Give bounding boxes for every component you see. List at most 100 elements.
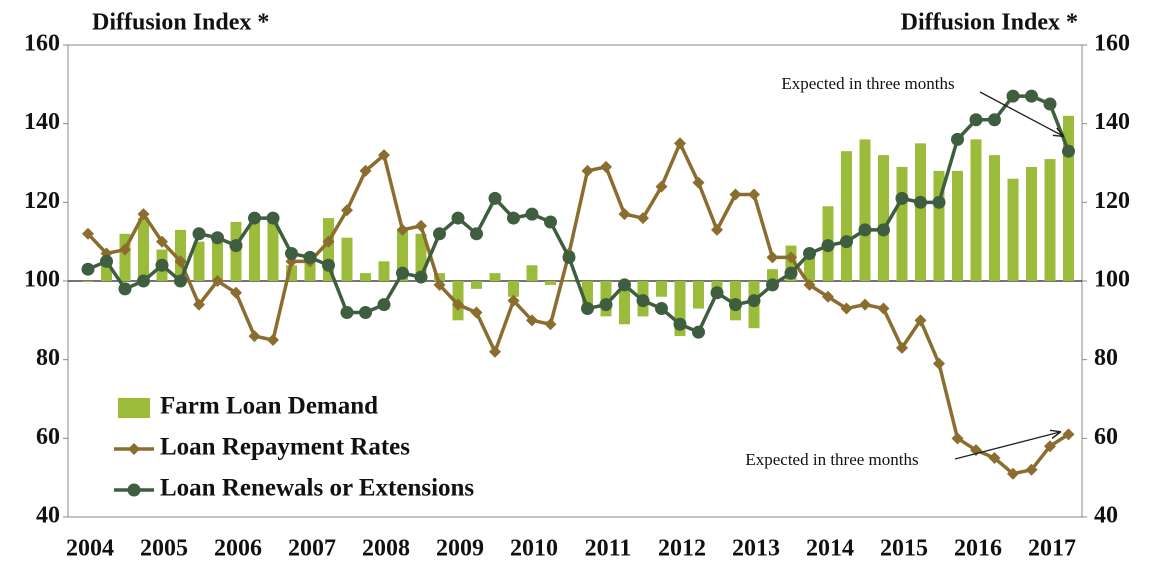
marker (784, 266, 798, 280)
marker (322, 258, 335, 272)
x-tick-label: 2007 (288, 536, 336, 562)
y2-tick-label: 100 (1094, 267, 1130, 293)
marker (914, 314, 927, 327)
marker (674, 137, 686, 150)
marker (507, 294, 520, 307)
bar (323, 218, 334, 281)
y2-tick-label: 80 (1094, 345, 1118, 371)
bar (415, 233, 427, 281)
marker (193, 298, 205, 311)
marker (322, 235, 335, 248)
marker (618, 208, 631, 221)
marker (822, 290, 834, 303)
marker (81, 262, 95, 276)
marker (748, 188, 760, 201)
y2-axis-title: Diffusion Index * (901, 10, 1078, 36)
x-tick-label: 2012 (658, 536, 706, 562)
annotation: Expected in three months (781, 74, 954, 93)
marker (562, 250, 576, 264)
annotation: Expected in three months (745, 450, 918, 469)
marker (211, 275, 224, 287)
marker (599, 298, 613, 312)
bar (212, 233, 223, 281)
marker (803, 246, 816, 260)
y-tick-label: 80 (36, 345, 60, 371)
marker (451, 211, 465, 225)
marker (766, 251, 779, 264)
bar (767, 269, 778, 281)
bar (508, 281, 519, 297)
x-tick-label: 2014 (806, 536, 854, 562)
marker (414, 270, 428, 284)
marker (396, 266, 409, 280)
y-tick-label: 140 (24, 109, 60, 135)
marker (692, 325, 705, 339)
bar (674, 281, 686, 337)
marker (840, 302, 853, 315)
bar (489, 273, 501, 281)
bar (397, 229, 408, 281)
line (86, 139, 1070, 476)
marker (433, 278, 446, 291)
y-tick-label: 100 (24, 267, 60, 293)
bar (896, 166, 908, 281)
y-axis-title: Diffusion Index * (92, 10, 269, 36)
bar (933, 170, 945, 281)
bar (249, 218, 260, 281)
marker (174, 255, 187, 268)
marker (1025, 89, 1038, 103)
x-tick-label: 2017 (1028, 536, 1076, 562)
marker (118, 282, 132, 296)
bar (341, 237, 353, 281)
marker (211, 231, 224, 245)
y-tick-label: 160 (24, 31, 60, 57)
marker (192, 227, 206, 241)
marker (636, 294, 650, 308)
bar (304, 261, 316, 281)
bar (970, 139, 982, 281)
legend-marker (127, 483, 141, 497)
marker (452, 298, 464, 311)
marker (951, 432, 964, 445)
marker (859, 298, 871, 311)
bar (656, 281, 667, 297)
x-tick-label: 2008 (362, 536, 410, 562)
marker (840, 235, 853, 249)
marker (396, 223, 409, 236)
marker (137, 274, 150, 288)
marker (248, 330, 261, 343)
marker (100, 247, 113, 260)
marker (821, 239, 835, 253)
marker (1043, 97, 1057, 111)
bar (101, 265, 112, 281)
x-tick-label: 2010 (510, 536, 558, 562)
y2-tick-label: 160 (1094, 31, 1130, 57)
bar (989, 155, 1000, 281)
marker (525, 207, 539, 221)
marker (951, 132, 964, 146)
annotation-arrow (979, 91, 1063, 136)
x-tick-label: 2009 (436, 536, 484, 562)
marker (340, 305, 354, 319)
x-tick-label: 2011 (585, 536, 632, 562)
bar (378, 261, 390, 281)
bar (841, 151, 852, 281)
marker (877, 302, 890, 315)
marker (618, 278, 631, 292)
y-tick-label: 40 (36, 503, 60, 529)
bar (267, 222, 279, 281)
y2-tick-label: 40 (1094, 503, 1118, 529)
marker (988, 452, 1001, 464)
marker (119, 243, 131, 256)
marker (137, 208, 150, 221)
marker (673, 317, 687, 331)
bar (193, 241, 205, 281)
marker (785, 251, 797, 264)
marker (655, 180, 668, 193)
bar (138, 218, 149, 281)
annotation-arrow (954, 432, 1060, 460)
bar (804, 249, 815, 281)
bar (859, 139, 871, 281)
y2-tick-label: 140 (1094, 109, 1130, 135)
y2-tick-label: 60 (1094, 424, 1118, 450)
